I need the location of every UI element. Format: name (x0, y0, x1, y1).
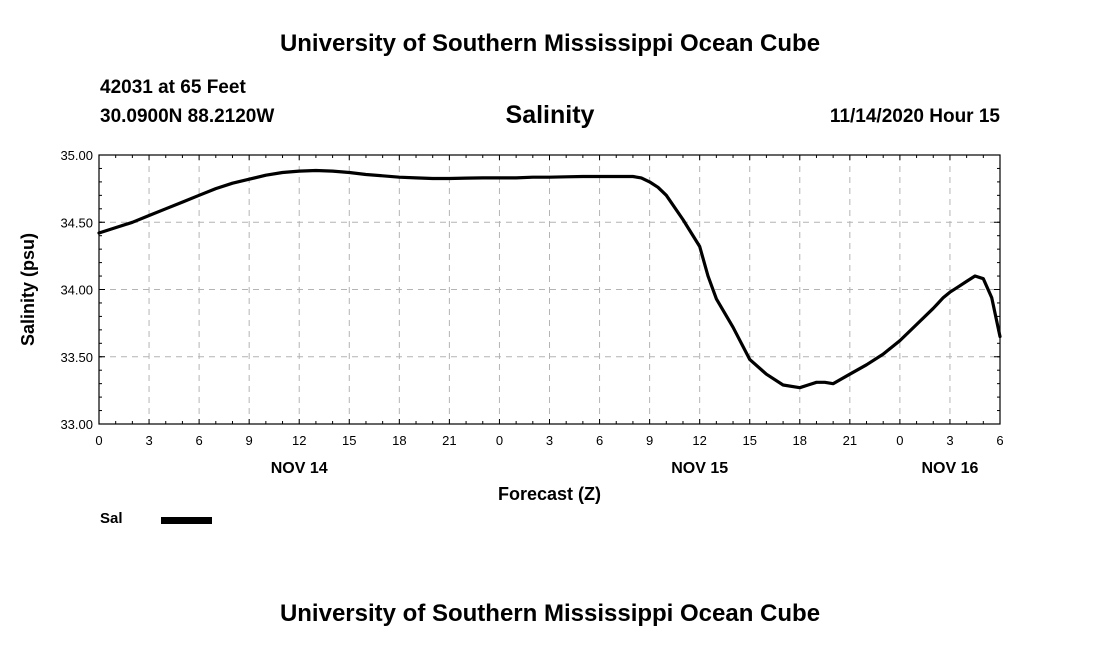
legend-label: Sal (100, 510, 123, 527)
x-tick-label: 6 (596, 433, 603, 448)
x-tick-label: 3 (546, 433, 553, 448)
x-tick-label: 0 (95, 433, 102, 448)
x-tick-label: 9 (246, 433, 253, 448)
y-tick-label: 33.50 (60, 350, 93, 365)
forecast-datetime: 11/14/2020 Hour 15 (829, 106, 1000, 127)
x-tick-label: 3 (145, 433, 152, 448)
x-tick-label: 15 (742, 433, 756, 448)
x-tick-label: 6 (195, 433, 202, 448)
x-tick-label: 12 (692, 433, 706, 448)
x-tick-label: 0 (496, 433, 503, 448)
station-coordinates: 30.0900N 88.2120W (100, 106, 275, 127)
legend-swatch (161, 517, 212, 524)
x-tick-label: 15 (342, 433, 356, 448)
day-label: NOV 15 (671, 460, 728, 477)
y-tick-label: 34.50 (60, 215, 93, 230)
day-label: NOV 16 (921, 460, 978, 477)
day-label: NOV 14 (271, 460, 328, 477)
x-tick-label: 21 (442, 433, 456, 448)
y-tick-label: 33.00 (60, 417, 93, 432)
footer-title: University of Southern Mississippi Ocean… (279, 600, 821, 627)
x-tick-label: 18 (392, 433, 406, 448)
y-tick-label: 35.00 (60, 148, 93, 163)
x-tick-label: 6 (996, 433, 1003, 448)
x-tick-label: 3 (946, 433, 953, 448)
x-tick-label: 18 (793, 433, 807, 448)
x-tick-label: 9 (646, 433, 653, 448)
y-axis-label: Salinity (psu) (18, 233, 38, 346)
x-axis-label: Forecast (Z) (498, 484, 601, 504)
y-tick-label: 34.00 (60, 283, 93, 298)
chart-main-title: University of Southern Mississippi Ocean… (279, 30, 821, 57)
variable-title: Salinity (505, 101, 595, 129)
x-tick-label: 12 (292, 433, 306, 448)
x-tick-label: 0 (896, 433, 903, 448)
x-tick-label: 21 (843, 433, 857, 448)
series-line-sal (97, 168, 1002, 390)
station-label: 42031 at 65 Feet (100, 77, 246, 98)
